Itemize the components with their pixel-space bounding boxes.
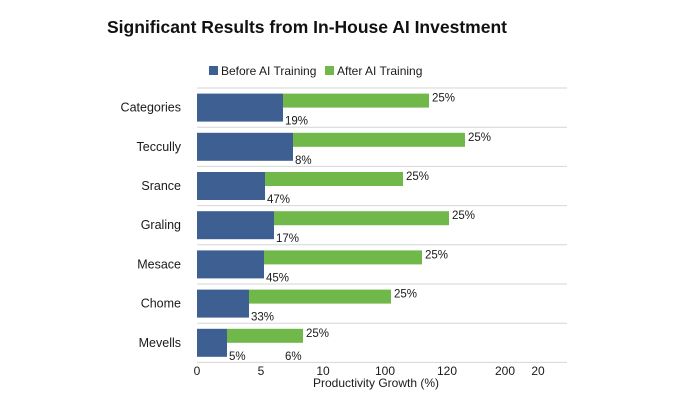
legend-swatch-after — [325, 66, 334, 75]
bar-before — [197, 250, 264, 279]
legend-label-after: After AI Training — [337, 64, 422, 78]
bar-before — [197, 132, 293, 161]
category-label: Srance — [141, 179, 181, 193]
data-labels: 25% 19% 25% 8% 25% 47% 25% 17% 25% 45% 25% 33% 25% 5%… — [229, 93, 491, 363]
gridlines — [197, 87, 567, 363]
x-tick-label: 120 — [437, 364, 457, 378]
x-tick-label: 10 — [316, 364, 330, 378]
chart-title: Significant Results from In-House AI Inv… — [107, 17, 507, 37]
bars — [197, 93, 465, 357]
category-label: Chome — [141, 297, 181, 311]
legend: Before AI Training After AI Training — [209, 64, 422, 78]
bar-after — [227, 328, 303, 343]
category-labels: Categories Teccully Srance Graling Mesace Cho… — [121, 101, 182, 350]
data-label-after: 25% — [452, 210, 475, 222]
legend-swatch-before — [209, 66, 218, 75]
legend-label-before: Before AI Training — [221, 64, 316, 78]
x-tick-label: 20 — [531, 364, 545, 378]
x-tick-label: 0 — [194, 364, 201, 378]
data-label-after: 25% — [406, 171, 429, 183]
data-label-before: 45% — [266, 272, 289, 284]
x-tick-label: 100 — [375, 364, 395, 378]
x-tick-label: 5 — [258, 364, 265, 378]
category-label: Mevells — [139, 336, 181, 350]
data-label-before: 17% — [276, 233, 299, 245]
data-label-before: 47% — [267, 194, 290, 206]
bar-after — [249, 289, 391, 304]
data-label-before: 5% — [229, 351, 246, 363]
data-label-after: 25% — [394, 289, 417, 301]
category-label: Mesace — [137, 257, 181, 271]
bar-after — [283, 93, 429, 108]
data-label-before: 33% — [251, 312, 274, 324]
category-label: Teccully — [137, 140, 182, 154]
data-label-before: 8% — [295, 155, 312, 167]
data-label-after: 25% — [432, 93, 455, 105]
bar-before — [197, 211, 274, 240]
category-label: Graling — [141, 218, 181, 232]
data-label-after: 25% — [306, 328, 329, 340]
x-tick-label: 200 — [495, 364, 515, 378]
data-label-extra: 6% — [285, 351, 302, 363]
bar-before — [197, 328, 227, 357]
bar-after — [293, 132, 465, 147]
bar-before — [197, 172, 265, 200]
x-axis-ticks: 0 5 10 100 120 200 20 — [194, 364, 545, 378]
category-label: Categories — [121, 101, 181, 115]
bar-after — [265, 172, 403, 186]
bar-after — [274, 211, 449, 226]
bar-before — [197, 289, 249, 318]
bar-before — [197, 93, 283, 122]
data-label-before: 19% — [285, 116, 308, 128]
x-axis-title: Productivity Growth (%) — [313, 376, 439, 390]
bar-after — [264, 250, 422, 265]
data-label-after: 25% — [468, 132, 491, 144]
data-label-after: 25% — [425, 249, 448, 261]
